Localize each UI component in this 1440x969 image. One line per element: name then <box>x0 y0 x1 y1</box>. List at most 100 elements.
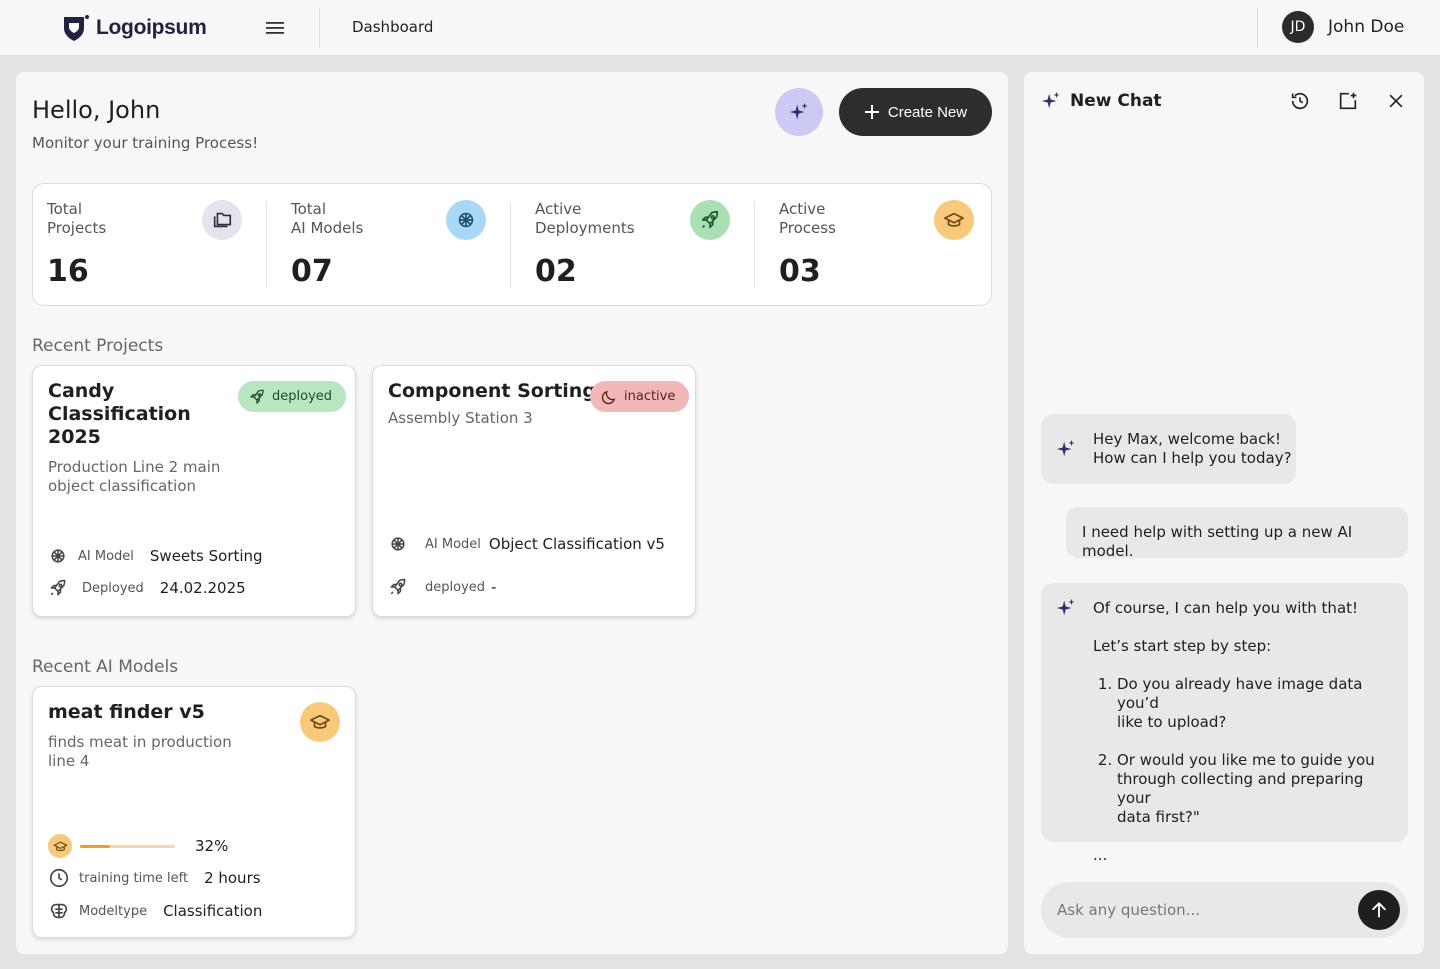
user-name: John Doe <box>1328 17 1405 37</box>
chat-input[interactable] <box>1057 898 1337 922</box>
sparkle-icon <box>1056 439 1075 457</box>
chat-message-text: Hey Max, welcome back! How can I help yo… <box>1093 430 1292 468</box>
chat-line: through collecting and preparing your <box>1117 770 1364 807</box>
project-title-line: 2025 <box>48 426 101 448</box>
status-badge: inactive <box>590 381 690 412</box>
meta-key: training time left <box>79 870 189 886</box>
plus-icon <box>864 105 879 119</box>
training-time-row: training time left 2 hours <box>48 867 261 889</box>
hamburger-icon <box>266 22 284 34</box>
project-card[interactable]: Candy Classification 2025 Production Lin… <box>32 365 356 617</box>
training-progress-label: 32% <box>195 837 229 855</box>
chat-message-user: I need help with setting up a new AI mod… <box>1066 507 1408 560</box>
chat-history-button[interactable] <box>1287 88 1313 114</box>
meta-key: deployed <box>425 579 486 595</box>
create-new-button[interactable]: Create New <box>839 88 992 136</box>
meta-key: AI Model <box>78 548 134 564</box>
chat-line: like to upload? <box>1117 713 1227 731</box>
model-card[interactable]: meat finder v5 finds meat in production … <box>32 686 356 938</box>
chat-line: Of course, I can help you with that! <box>1093 599 1359 617</box>
status-badge-label: deployed <box>272 389 333 404</box>
project-description: Assembly Station 3 <box>388 409 533 428</box>
model-description-line: finds meat in production <box>48 733 232 751</box>
sparkle-icon <box>789 102 808 120</box>
stat-value: 02 <box>535 254 577 289</box>
meta-value: 2 hours <box>204 869 261 887</box>
history-icon <box>1291 92 1309 110</box>
model-type-row: Modeltype Classification <box>48 900 262 922</box>
stat-divider <box>754 202 755 288</box>
stat-divider <box>266 202 267 288</box>
stat-label-line: Projects <box>47 219 107 237</box>
stats-summary: Total Projects 16 Total AI Models 07 <box>32 183 992 306</box>
stat-value: 16 <box>47 254 89 289</box>
chat-steps-list: Do you already have image data you’d lik… <box>1117 675 1398 827</box>
stat-divider <box>510 202 511 288</box>
ai-assistant-button[interactable] <box>775 88 823 136</box>
user-menu[interactable]: JD John Doe <box>1282 11 1404 43</box>
stat-active-process: Active Process 03 <box>765 184 1009 305</box>
breadcrumb[interactable]: Dashboard <box>352 18 434 36</box>
project-title-line: Candy <box>48 380 115 402</box>
stat-label-line: Active <box>779 200 826 218</box>
create-new-label: Create New <box>887 103 968 121</box>
project-description-line: Production Line 2 main <box>48 458 221 476</box>
send-button[interactable] <box>1358 890 1400 930</box>
header-divider <box>1257 8 1258 48</box>
model-description-line: line 4 <box>48 752 90 770</box>
stat-label: Total AI Models <box>291 200 363 238</box>
training-progress-row: 32% <box>48 834 228 858</box>
project-description: Production Line 2 main object classifica… <box>48 458 220 496</box>
model-description: finds meat in production line 4 <box>48 733 232 771</box>
stat-label-line: Deployments <box>535 219 635 237</box>
menu-button[interactable] <box>262 16 288 40</box>
chat-input-bar <box>1041 882 1408 938</box>
rocket-icon <box>50 579 66 596</box>
chat-line: Hey Max, welcome back! <box>1093 430 1282 448</box>
chat-message-assistant: Hey Max, welcome back! How can I help yo… <box>1041 414 1296 484</box>
project-description-line: Assembly Station 3 <box>388 409 533 427</box>
new-chat-button[interactable] <box>1335 88 1361 114</box>
project-title: Candy Classification 2025 <box>48 380 191 449</box>
status-badge-label: inactive <box>624 389 676 404</box>
stat-label-line: Active <box>535 200 582 218</box>
chat-message-text: I need help with setting up a new AI mod… <box>1082 523 1353 560</box>
stat-label: Active Process <box>779 200 836 238</box>
project-card[interactable]: Component Sorting Assembly Station 3 ina… <box>372 365 696 617</box>
brain-icon <box>51 549 65 563</box>
page-subtitle: Monitor your training Process! <box>32 134 259 152</box>
page-title: Hello, John <box>32 96 161 124</box>
stat-label-line: Total <box>47 200 83 218</box>
model-title: meat finder v5 <box>48 701 205 723</box>
meta-key: Deployed <box>82 580 144 596</box>
stat-active-deployments: Active Deployments 02 <box>521 184 765 305</box>
chat-step: Or would you like me to guide you throug… <box>1117 751 1398 827</box>
brain-icon <box>446 200 486 240</box>
stat-label-line: Process <box>779 219 836 237</box>
close-chat-button[interactable] <box>1383 88 1409 114</box>
chat-line: Or would you like me to guide you <box>1117 751 1375 769</box>
project-title-line: Classification <box>48 403 191 425</box>
project-deployed-row: deployed - <box>388 577 496 597</box>
export-icon <box>1339 92 1357 110</box>
stat-value: 03 <box>779 254 821 289</box>
chat-line: Let’s start step by step: <box>1093 637 1272 655</box>
chat-title: New Chat <box>1040 90 1162 112</box>
rocket-icon <box>390 578 406 595</box>
header-divider <box>319 8 320 48</box>
project-model-row: AI Model Sweets Sorting <box>48 546 263 566</box>
stat-total-projects: Total Projects 16 <box>33 184 277 305</box>
chat-panel: New Chat Hey Max, welcome back! How can … <box>1024 72 1424 954</box>
stat-label-line: AI Models <box>291 219 364 237</box>
stat-label-line: Total <box>291 200 327 218</box>
meta-value: Classification <box>163 902 263 920</box>
graduation-cap-icon <box>48 834 72 858</box>
logo[interactable]: Logoipsum <box>62 14 207 42</box>
clock-icon <box>49 868 69 888</box>
chat-line: ... <box>1093 846 1108 864</box>
top-bar: Logoipsum Dashboard JD John Doe <box>0 0 1440 56</box>
dashboard-main: Hello, John Monitor your training Proces… <box>16 72 1008 954</box>
chat-line: Do you already have image data you’d <box>1117 675 1363 712</box>
stat-label: Total Projects <box>47 200 106 238</box>
moon-icon <box>601 390 616 404</box>
